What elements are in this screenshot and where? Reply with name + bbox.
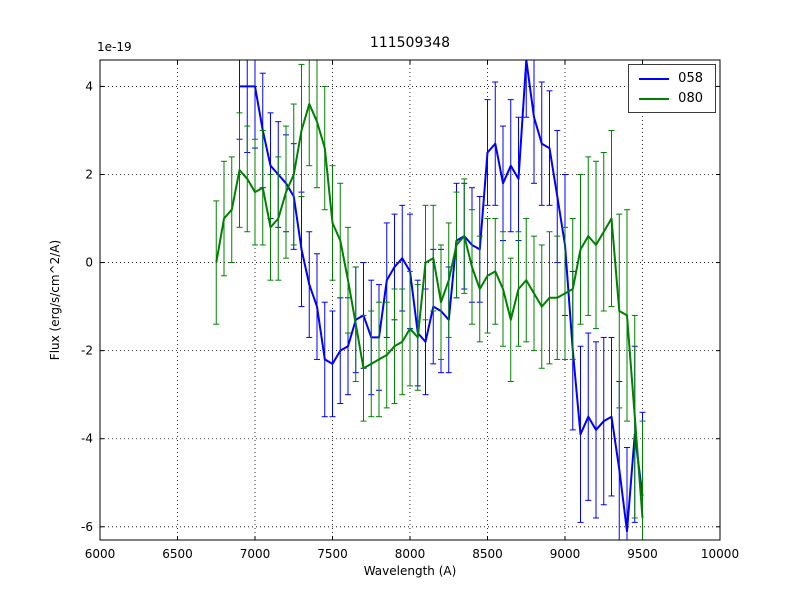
svg-text:7000: 7000 bbox=[240, 547, 271, 561]
svg-text:6500: 6500 bbox=[162, 547, 193, 561]
svg-text:9000: 9000 bbox=[550, 547, 581, 561]
svg-text:6000: 6000 bbox=[85, 547, 116, 561]
svg-text:9500: 9500 bbox=[627, 547, 658, 561]
legend: 058 080 bbox=[628, 64, 716, 113]
legend-line-sample-058 bbox=[639, 77, 670, 80]
svg-text:7500: 7500 bbox=[317, 547, 348, 561]
svg-text:4: 4 bbox=[85, 79, 93, 93]
svg-text:8500: 8500 bbox=[472, 547, 503, 561]
y-axis-label: Flux (erg/s/cm^2/A) bbox=[48, 239, 62, 361]
svg-text:-2: -2 bbox=[81, 344, 93, 358]
legend-item: 058 bbox=[639, 72, 703, 85]
legend-label-058: 058 bbox=[678, 71, 703, 86]
svg-text:0: 0 bbox=[85, 256, 93, 270]
svg-text:-4: -4 bbox=[81, 432, 93, 446]
legend-line-sample-080 bbox=[639, 97, 670, 100]
x-axis-label: Wavelength (A) bbox=[363, 564, 457, 578]
chart-title: 111509348 bbox=[369, 35, 451, 51]
svg-text:2: 2 bbox=[85, 167, 93, 181]
legend-label-080: 080 bbox=[678, 91, 703, 106]
svg-text:10000: 10000 bbox=[701, 547, 739, 561]
svg-text:8000: 8000 bbox=[395, 547, 426, 561]
legend-item: 080 bbox=[639, 92, 703, 105]
svg-text:-6: -6 bbox=[81, 520, 93, 534]
y-axis-offset-label: 1e-19 bbox=[97, 40, 132, 54]
